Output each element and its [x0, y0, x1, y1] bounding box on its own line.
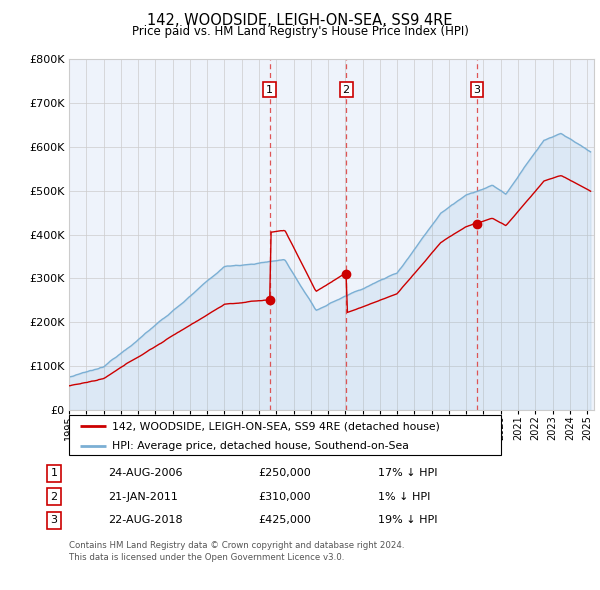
Text: Contains HM Land Registry data © Crown copyright and database right 2024.: Contains HM Land Registry data © Crown c… [69, 541, 404, 550]
Text: 22-AUG-2018: 22-AUG-2018 [108, 516, 182, 525]
Text: £425,000: £425,000 [258, 516, 311, 525]
Text: 2: 2 [50, 492, 58, 502]
Text: 1: 1 [50, 468, 58, 478]
Text: 21-JAN-2011: 21-JAN-2011 [108, 492, 178, 502]
Text: 1% ↓ HPI: 1% ↓ HPI [378, 492, 430, 502]
Text: 24-AUG-2006: 24-AUG-2006 [108, 468, 182, 478]
Text: 19% ↓ HPI: 19% ↓ HPI [378, 516, 437, 525]
Text: HPI: Average price, detached house, Southend-on-Sea: HPI: Average price, detached house, Sout… [112, 441, 409, 451]
Text: £310,000: £310,000 [258, 492, 311, 502]
Text: £250,000: £250,000 [258, 468, 311, 478]
Text: 3: 3 [50, 516, 58, 525]
Text: Price paid vs. HM Land Registry's House Price Index (HPI): Price paid vs. HM Land Registry's House … [131, 25, 469, 38]
Text: 142, WOODSIDE, LEIGH-ON-SEA, SS9 4RE: 142, WOODSIDE, LEIGH-ON-SEA, SS9 4RE [147, 13, 453, 28]
Text: 3: 3 [473, 85, 481, 95]
Text: 17% ↓ HPI: 17% ↓ HPI [378, 468, 437, 478]
Text: This data is licensed under the Open Government Licence v3.0.: This data is licensed under the Open Gov… [69, 553, 344, 562]
Text: 2: 2 [343, 85, 350, 95]
Text: 1: 1 [266, 85, 273, 95]
Text: 142, WOODSIDE, LEIGH-ON-SEA, SS9 4RE (detached house): 142, WOODSIDE, LEIGH-ON-SEA, SS9 4RE (de… [112, 421, 440, 431]
